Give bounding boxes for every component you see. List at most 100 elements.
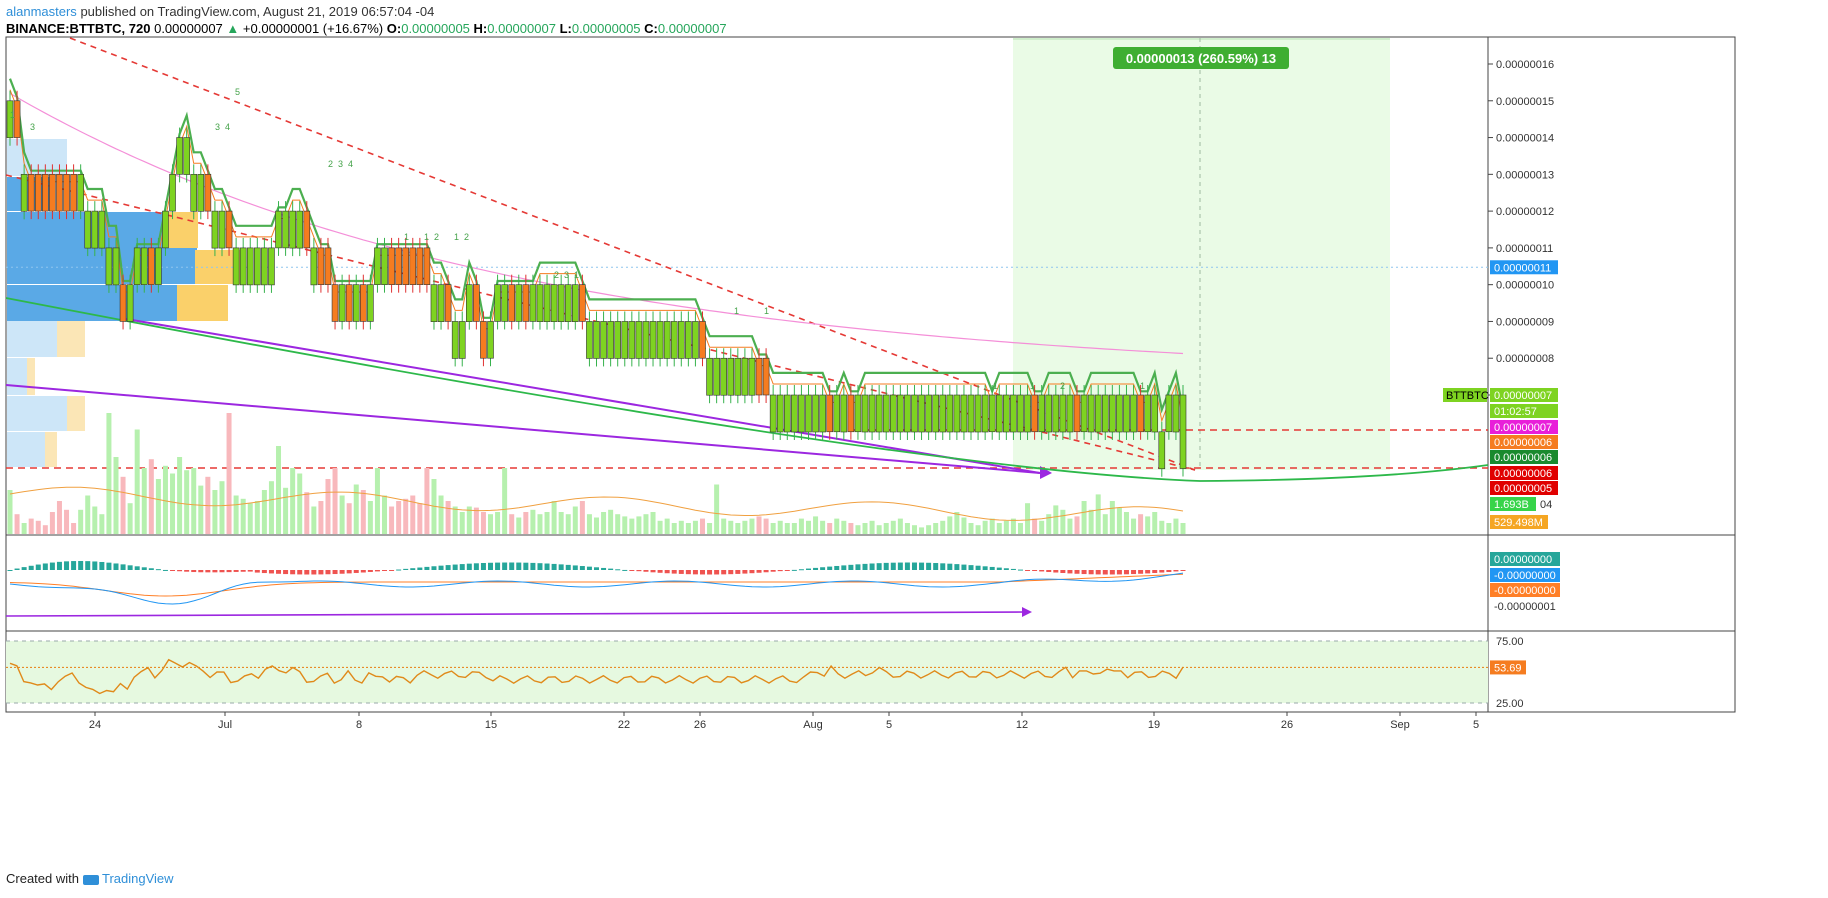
volume-bar <box>113 457 119 534</box>
candle-up <box>515 284 523 322</box>
price-axis-label: 0.00000008 <box>1496 353 1554 365</box>
candle-up <box>367 284 374 322</box>
volume-ma-badge <box>1490 515 1548 529</box>
candle-up <box>635 321 643 359</box>
candle-up <box>126 284 134 322</box>
macd-histogram-bar <box>657 570 663 573</box>
candle-up <box>162 210 169 249</box>
volume-bar <box>247 503 253 534</box>
volume-bar <box>445 501 451 534</box>
macd-histogram-bar <box>1102 570 1108 575</box>
candle-down <box>1073 394 1081 433</box>
candle-down <box>444 284 452 322</box>
macd-histogram-bar <box>212 570 218 573</box>
macd-histogram-bar <box>1180 570 1186 571</box>
time-axis-label: 15 <box>485 719 497 731</box>
volume-bar <box>191 468 197 534</box>
macd-histogram-bar <box>862 563 868 570</box>
volume-bar <box>869 520 875 534</box>
volume-bar <box>961 517 967 534</box>
macd-histogram-bar <box>226 570 232 573</box>
macd-histogram-bar <box>170 570 176 571</box>
time-axis-label: 22 <box>618 719 630 731</box>
volume-bar <box>933 523 939 534</box>
candle-up <box>946 394 954 433</box>
macd-histogram-bar <box>367 570 373 572</box>
count-label: 1 <box>764 306 769 316</box>
volume-bar <box>148 459 154 534</box>
volume-bar <box>1166 523 1172 534</box>
volume-bar <box>1123 512 1129 534</box>
candle-up <box>967 394 975 433</box>
macd-histogram-bar <box>49 562 55 570</box>
volume-bar <box>516 517 522 534</box>
candle-up <box>282 210 289 249</box>
macd-histogram-bar <box>615 569 621 571</box>
volume-bar <box>862 523 868 534</box>
last-price: 0.00000007 <box>154 21 223 36</box>
candle-up <box>310 247 318 286</box>
macd-histogram-bar <box>1081 570 1087 575</box>
macd-histogram-bar <box>586 566 592 570</box>
volume-bar <box>332 468 338 534</box>
volume-bar <box>763 518 769 534</box>
time-axis-label: Aug <box>803 719 823 731</box>
candle-up <box>543 284 551 322</box>
candle-down <box>416 247 424 285</box>
candle-down <box>1137 394 1144 433</box>
volume-bar <box>827 523 833 534</box>
price-axis-label: 0.00000013 <box>1496 169 1554 181</box>
candle-up <box>487 321 494 359</box>
macd-histogram-bar <box>1088 570 1094 575</box>
volume-bar <box>339 495 345 534</box>
candle-up <box>677 321 685 359</box>
volume-bar <box>14 514 20 534</box>
tradingview-link[interactable]: TradingView <box>102 871 174 886</box>
macd-histogram-bar <box>64 561 70 570</box>
volume-bar <box>911 525 917 534</box>
volume-bar <box>311 506 317 534</box>
macd-badge <box>1490 552 1560 566</box>
macd-histogram-bar <box>1074 570 1080 574</box>
volume-bar <box>996 523 1002 534</box>
candle-up <box>77 174 84 212</box>
macd-histogram-bar <box>502 562 508 570</box>
volume-badge <box>1490 497 1536 511</box>
volume-bar <box>608 509 614 534</box>
candle-down <box>699 321 706 359</box>
macd-histogram-bar <box>530 562 536 570</box>
author-link[interactable]: alanmasters <box>6 4 77 19</box>
macd-histogram-bar <box>572 565 578 570</box>
close-label: C: <box>644 21 658 36</box>
volume-bar <box>212 490 218 534</box>
volume-profile-bar <box>7 321 57 357</box>
candle-up <box>981 394 989 433</box>
macd-histogram-bar <box>134 566 140 570</box>
candle-down <box>755 357 763 396</box>
candle-up <box>995 394 1003 433</box>
macd-histogram-bar <box>989 566 995 570</box>
count-label: 2 <box>554 270 559 280</box>
volume-bar <box>290 468 296 534</box>
macd-histogram-bar <box>410 568 416 570</box>
candle-up <box>897 394 904 433</box>
candle-up <box>932 394 939 433</box>
macd-histogram-bar <box>749 570 755 574</box>
count-label: 4 <box>348 159 353 169</box>
macd-purple-line <box>5 611 1026 617</box>
candle-up <box>1151 394 1159 433</box>
macd-histogram-bar <box>14 568 20 570</box>
macd-histogram-bar <box>926 562 932 570</box>
volume-bar <box>954 512 960 534</box>
count-label: 1 <box>404 232 409 242</box>
ema-fast-line <box>8 78 1185 414</box>
candle-up <box>1144 394 1151 433</box>
candle-up <box>218 210 226 249</box>
candle-up <box>1045 394 1053 433</box>
candle-up <box>798 394 805 433</box>
candle-down <box>360 284 367 322</box>
candle-up <box>600 321 607 359</box>
macd-histogram-bar <box>975 565 981 570</box>
volume-bar <box>735 523 741 534</box>
